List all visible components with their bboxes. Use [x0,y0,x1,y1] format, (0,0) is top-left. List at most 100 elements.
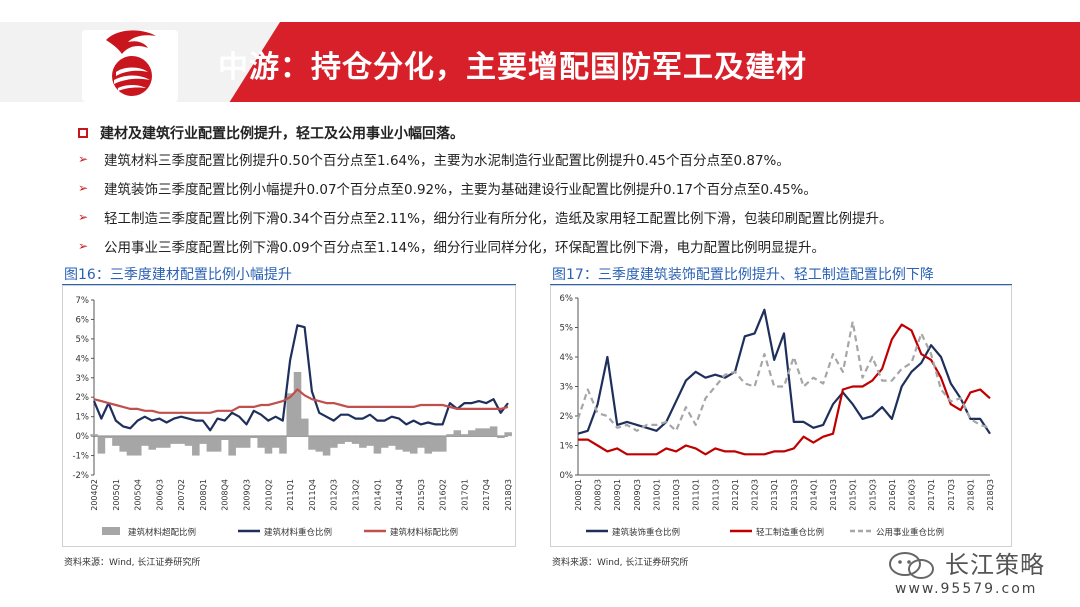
overweight-bar [257,436,265,448]
series-line [578,323,991,456]
x-tick-label: 2004Q2 [90,479,99,511]
chart-frame [550,285,1012,547]
x-tick-label: 2008Q1 [199,479,208,511]
watermark: 长江策略 www.95579.com [885,545,1075,605]
overweight-bar [453,430,462,437]
wechat-icon [889,552,934,579]
chart-fig17: 0% 1% 2% 3% 4% 5% 6% 2008Q1 2008Q3 2009Q1 2009Q3 20… [550,285,1012,547]
legend-swatch [102,527,120,535]
y-tick-label: 0% [76,432,90,442]
x-tick-label: 2013Q2 [351,479,360,511]
overweight-bar [359,436,367,448]
overweight-bar [402,436,411,452]
x-tick-label: 2011Q3 [711,479,720,511]
x-tick-label: 2008Q3 [594,479,603,511]
arrow-bullet-icon: ➢ [78,209,89,224]
x-tick-label: 2016Q3 [908,479,917,511]
overweight-bar [504,432,512,437]
overweight-bar [250,436,258,439]
series-line [93,388,509,414]
bullet-item-text: 公用事业三季度配置比例下滑0.09个百分点至1.14%，细分行业同样分化，环保配… [104,239,825,256]
overweight-bar [206,436,215,452]
x-tick-label: 2013Q3 [790,479,799,511]
watermark-site: www.95579.com [895,581,1038,597]
overweight-bar [489,426,498,437]
bullet-list: 建材及建筑行业配置比例提升，轻工及公用事业小幅回落。 ➢ 建筑材料三季度配置比例… [78,122,1078,260]
bullet-main: 建材及建筑行业配置比例提升，轻工及公用事业小幅回落。 [78,122,1078,144]
bullet-item-text: 建筑材料三季度配置比例提升0.50个百分点至1.64%，主要为水泥制造行业配置比… [104,152,790,169]
x-tick-label: 2010Q1 [652,479,661,511]
overweight-bar [395,436,403,450]
x-tick-label: 2013Q1 [770,479,779,511]
overweight-bar [417,436,425,448]
figure16-caption: 图16：三季度建材配置比例小幅提升 [64,267,292,283]
overweight-bar [170,436,178,444]
x-tick-label: 2005Q4 [134,479,143,511]
y-tick-label: 3% [560,383,574,393]
bullet-item: ➢ 公用事业三季度配置比例下滑0.09个百分点至1.14%，细分行业同样分化，环… [78,231,1078,260]
x-tick-label: 2015Q3 [417,479,426,511]
x-tick-label: 2011Q1 [286,479,295,511]
y-tick-label: 1% [560,442,574,452]
x-tick-label: 2011Q4 [308,479,317,511]
overweight-bar [228,436,236,456]
bullet-item-text: 建筑装饰三季度配置比例小幅提升0.07个百分点至0.92%，主要为基础建设行业配… [104,181,817,198]
x-tick-label: 2014Q4 [395,479,404,511]
overweight-bar [308,436,316,450]
overweight-bar [133,436,142,456]
changjiang-logo-icon [106,30,156,96]
overweight-bar [264,436,273,454]
overweight-bar [104,436,113,439]
bullet-item: ➢ 建筑装饰三季度配置比例小幅提升0.07个百分点至0.92%，主要为基础建设行… [78,173,1078,202]
overweight-bar [373,436,382,454]
x-tick-label: 2017Q1 [460,479,469,511]
y-tick-label: 4% [560,353,574,363]
figure16-rule [62,284,516,285]
header-banner: 中游：持仓分化，主要增配国防军工及建材 [0,22,1080,102]
overweight-bar [126,436,135,456]
overweight-bar [163,436,171,448]
x-tick-label: 2018Q3 [986,479,995,511]
y-tick-label: 2% [76,393,90,403]
figure16-source: 资料来源：Wind, 长江证券研究所 [64,558,201,568]
overweight-bar [337,436,345,444]
overweight-bar [271,436,280,448]
x-tick-label: 2008Q1 [574,479,583,511]
overweight-bar [141,436,149,446]
y-tick-label: 5% [76,335,90,345]
y-tick-label: 0% [560,471,574,481]
x-tick-label: 2009Q3 [633,479,642,511]
y-tick-label: -1% [72,452,89,462]
x-tick-label: 2015Q1 [849,479,858,511]
x-tick-label: 2018Q1 [966,479,975,511]
overweight-bar [380,436,389,448]
bullet-main-text: 建材及建筑行业配置比例提升，轻工及公用事业小幅回落。 [100,126,464,142]
overweight-bar [235,436,244,448]
x-tick-label: 2011Q1 [692,479,701,511]
overweight-bar [424,436,433,454]
overweight-bar [468,430,476,437]
overweight-bar [431,436,440,452]
x-tick-label: 2012Q1 [731,479,740,511]
arrow-bullet-icon: ➢ [78,238,89,253]
overweight-bar [279,436,287,454]
overweight-bar [409,436,418,454]
y-tick-label: 6% [560,294,574,304]
y-tick-label: 5% [560,324,574,334]
overweight-bar [475,428,483,437]
y-tick-label: 2% [560,412,574,422]
square-bullet-icon [78,128,88,138]
overweight-bar [439,436,447,452]
legend-label: 建筑材料标配比例 [390,527,458,538]
x-tick-label: 2015Q3 [868,479,877,511]
x-tick-label: 2010Q2 [264,479,273,511]
overweight-bar [446,434,454,437]
series-line [92,324,509,432]
overweight-bar [497,436,505,439]
overweight-bar [482,428,491,437]
overweight-bar [155,436,164,448]
series-line [577,308,991,435]
x-tick-label: 2005Q1 [112,479,121,511]
overweight-bar [199,436,207,444]
legend-label: 建筑材料超配比例 [128,527,196,538]
